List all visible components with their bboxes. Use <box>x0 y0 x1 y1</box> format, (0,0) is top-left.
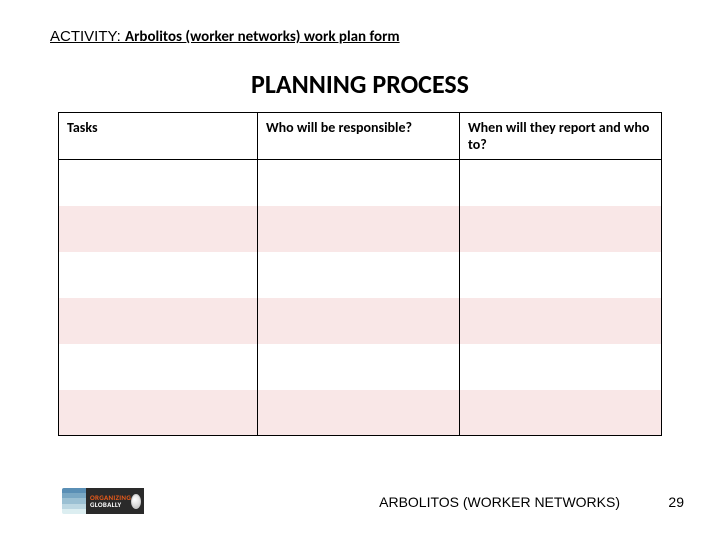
planning-table: Tasks Who will be responsible? When will… <box>58 112 662 436</box>
table-row <box>59 206 662 252</box>
logo-text: ORGANIZING GLOBALLY <box>90 494 131 508</box>
table-body <box>59 160 662 436</box>
table-row <box>59 252 662 298</box>
footer: ORGANIZING GLOBALLY ARBOLITOS (WORKER NE… <box>0 484 720 514</box>
table-row <box>59 298 662 344</box>
table-header-row: Tasks Who will be responsible? When will… <box>59 113 662 160</box>
page-number: 29 <box>668 494 684 510</box>
table-row <box>59 344 662 390</box>
logo-stripes-icon <box>62 488 86 514</box>
logo-body: ORGANIZING GLOBALLY <box>86 488 144 514</box>
footer-logo: ORGANIZING GLOBALLY <box>62 488 144 514</box>
logo-line2: GLOBALLY <box>90 501 131 508</box>
activity-description: Arbolitos (worker networks) work plan fo… <box>125 28 400 46</box>
globe-icon <box>131 494 141 509</box>
footer-text: ARBOLITOS (WORKER NETWORKS) <box>379 494 620 510</box>
table-row <box>59 390 662 436</box>
page-title: PLANNING PROCESS <box>0 68 720 100</box>
activity-line: ACTIVITY: Arbolitos (worker networks) wo… <box>50 28 400 46</box>
col-report: When will they report and who to? <box>459 113 661 160</box>
planning-table-container: Tasks Who will be responsible? When will… <box>58 112 662 436</box>
table-row <box>59 160 662 206</box>
col-responsible: Who will be responsible? <box>257 113 459 160</box>
activity-label: ACTIVITY: <box>50 28 125 45</box>
col-tasks: Tasks <box>59 113 258 160</box>
